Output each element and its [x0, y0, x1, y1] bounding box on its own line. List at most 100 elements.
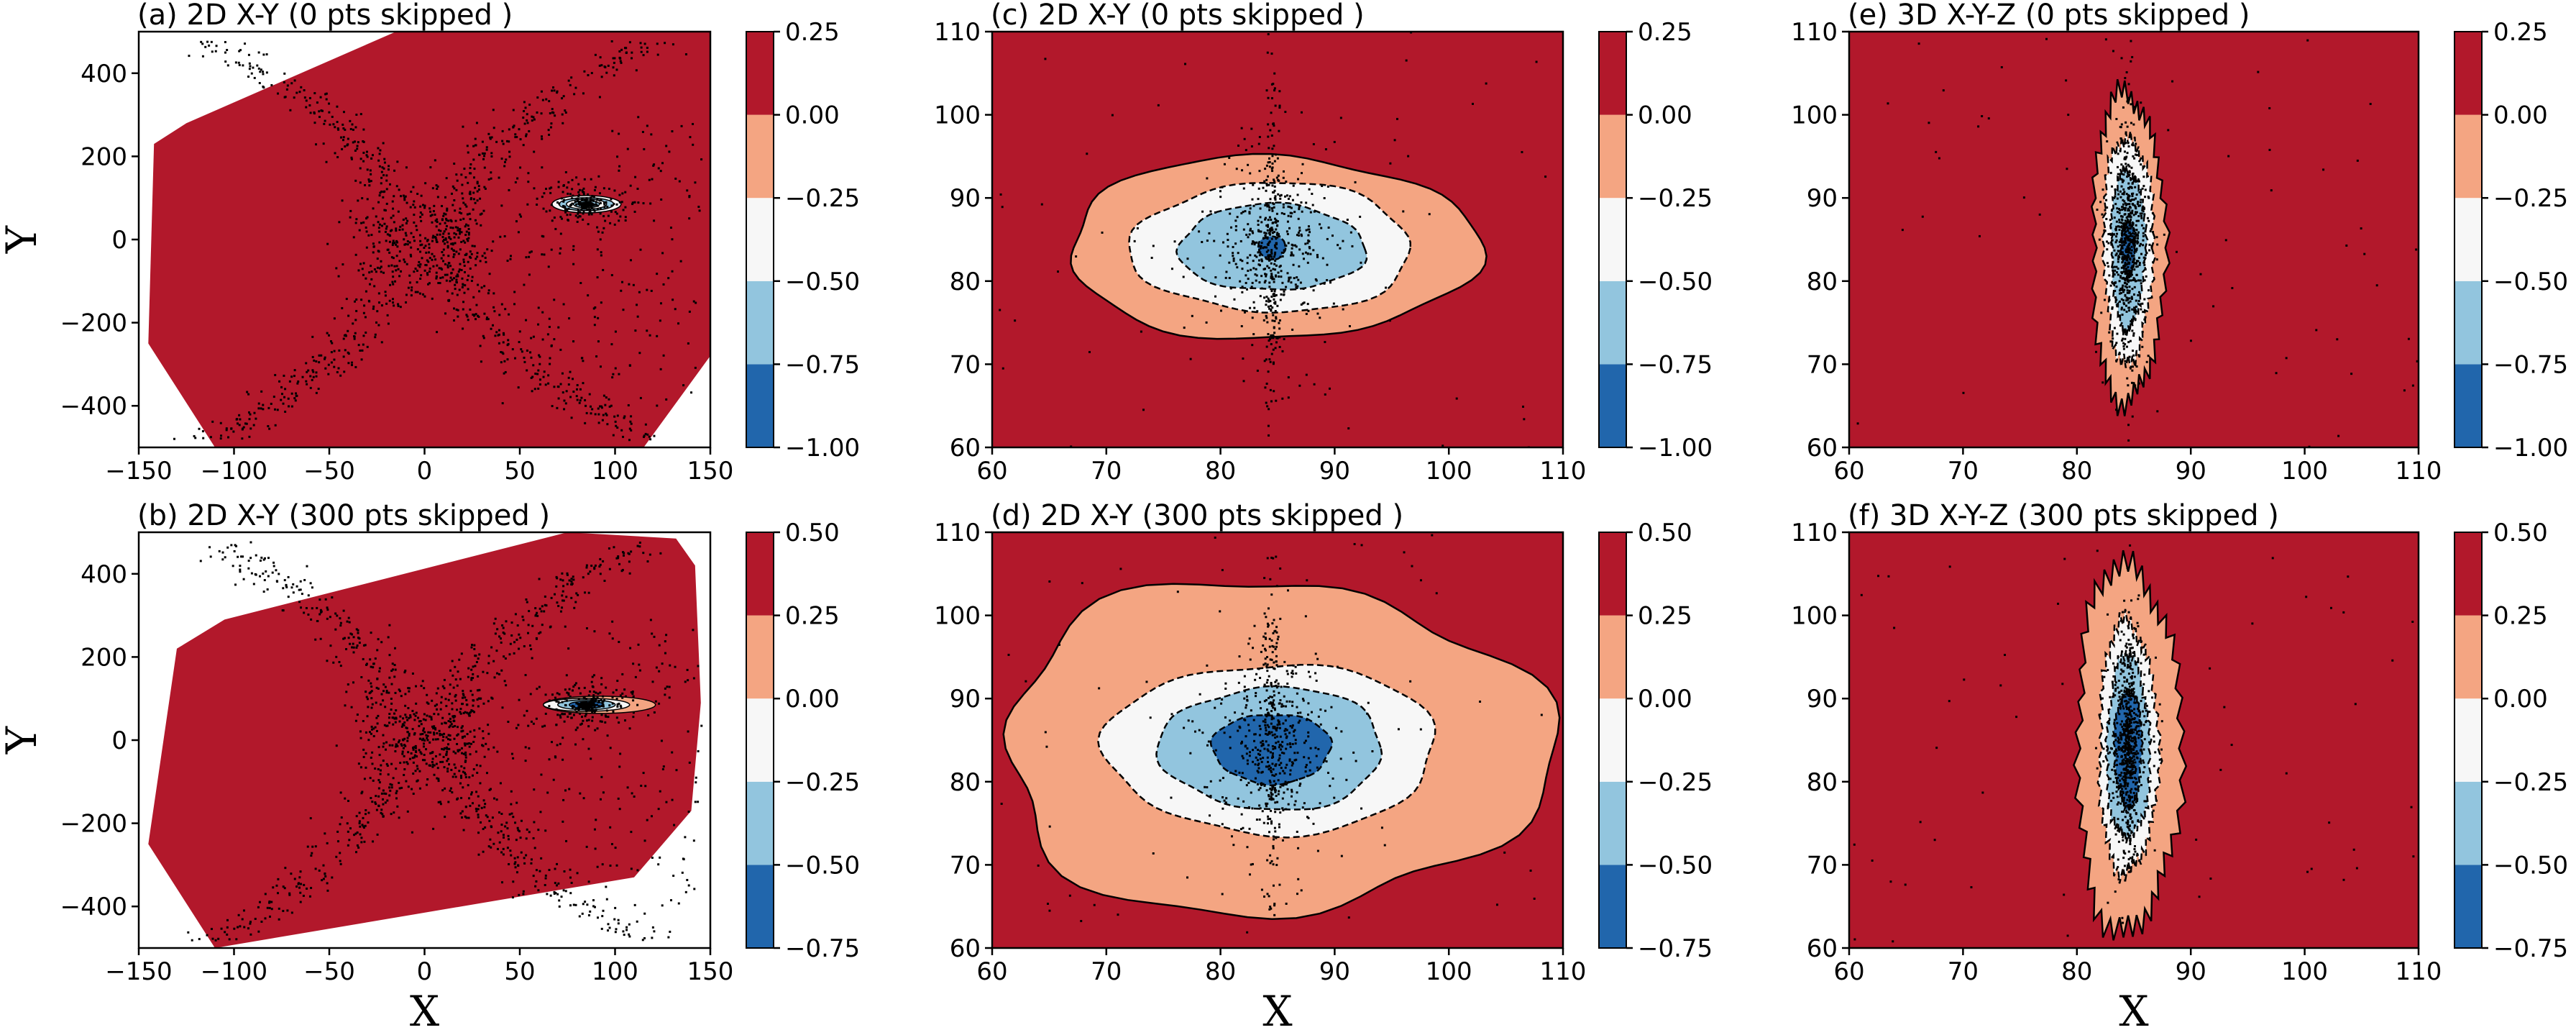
- data-point: [478, 653, 481, 656]
- data-point: [2142, 206, 2145, 209]
- data-point: [1321, 257, 1324, 260]
- data-point: [377, 687, 380, 690]
- data-point: [599, 557, 602, 560]
- data-point: [283, 579, 286, 582]
- data-point: [576, 199, 579, 202]
- data-point: [584, 901, 587, 903]
- data-point: [324, 357, 326, 360]
- data-point: [449, 787, 452, 790]
- data-point: [1291, 788, 1293, 791]
- data-point: [1266, 893, 1269, 895]
- data-point: [514, 136, 517, 139]
- data-point: [618, 169, 620, 172]
- data-point: [407, 706, 410, 709]
- data-point: [2127, 274, 2130, 277]
- data-point: [344, 797, 347, 800]
- data-point: [352, 322, 354, 325]
- data-point: [1238, 655, 1241, 658]
- data-point: [632, 716, 635, 719]
- data-point: [307, 594, 310, 597]
- data-point: [555, 575, 558, 578]
- data-point: [587, 74, 590, 77]
- data-point: [1279, 197, 1282, 200]
- data-point: [515, 801, 518, 804]
- data-point: [476, 199, 479, 202]
- data-point: [567, 207, 570, 210]
- data-point: [446, 738, 449, 741]
- data-point: [370, 234, 373, 237]
- data-point: [1329, 281, 1331, 284]
- data-point: [293, 878, 296, 880]
- data-point: [469, 308, 472, 311]
- data-point: [1274, 294, 1277, 297]
- data-point: [462, 694, 465, 697]
- data-point: [531, 657, 533, 660]
- data-point: [1276, 224, 1279, 227]
- data-point: [318, 613, 321, 616]
- data-point: [382, 798, 385, 801]
- data-point: [2117, 245, 2119, 248]
- data-point: [548, 699, 551, 702]
- data-point: [352, 236, 355, 239]
- data-point: [313, 112, 316, 115]
- data-point: [1281, 797, 1284, 800]
- data-point: [1262, 247, 1265, 250]
- data-point: [1288, 227, 1291, 229]
- data-point: [2114, 289, 2117, 292]
- data-point: [593, 324, 596, 327]
- data-point: [370, 728, 373, 731]
- data-point: [1254, 733, 1257, 736]
- data-point: [1214, 295, 1217, 298]
- data-point: [354, 851, 357, 854]
- data-point: [567, 376, 570, 379]
- data-point: [565, 596, 568, 598]
- plot-area-d: [992, 532, 1563, 948]
- data-point: [1228, 157, 1231, 160]
- data-point: [310, 618, 313, 621]
- data-point: [517, 386, 520, 389]
- data-point: [1308, 769, 1311, 772]
- data-point: [1278, 90, 1281, 93]
- data-point: [557, 708, 560, 711]
- data-point: [1202, 266, 1205, 269]
- data-point: [452, 227, 454, 229]
- data-point: [1272, 785, 1275, 788]
- data-point: [238, 414, 241, 416]
- data-point: [444, 263, 446, 265]
- data-point: [407, 286, 410, 289]
- data-point: [436, 703, 439, 706]
- data-point: [445, 279, 448, 282]
- data-point: [1269, 751, 1272, 754]
- data-point: [556, 884, 559, 887]
- data-point: [463, 771, 466, 774]
- data-point: [491, 324, 494, 327]
- data-point: [480, 286, 483, 289]
- data-point: [467, 181, 469, 184]
- data-point: [672, 875, 675, 878]
- data-point: [2148, 289, 2150, 292]
- data-point: [1220, 702, 1223, 705]
- data-point: [593, 188, 596, 191]
- colorbar-d: −0.75−0.50−0.250.000.250.50: [1598, 519, 1713, 963]
- data-point: [265, 570, 267, 573]
- data-point: [310, 854, 313, 857]
- data-point: [1273, 327, 1275, 329]
- data-point: [1271, 232, 1274, 234]
- data-point: [642, 202, 645, 205]
- data-point: [1248, 212, 1251, 215]
- data-point: [295, 91, 298, 94]
- data-point: [639, 248, 642, 251]
- data-point: [428, 715, 431, 718]
- data-point: [1237, 252, 1239, 255]
- data-point: [1271, 278, 1274, 281]
- data-point: [250, 72, 253, 75]
- data-point: [1249, 254, 1252, 257]
- data-point: [1226, 232, 1229, 235]
- data-point: [1371, 750, 1374, 753]
- data-point: [1279, 298, 1282, 301]
- data-point: [2118, 280, 2121, 283]
- data-point: [473, 644, 476, 647]
- data-point: [1265, 616, 1268, 619]
- data-point: [271, 571, 274, 574]
